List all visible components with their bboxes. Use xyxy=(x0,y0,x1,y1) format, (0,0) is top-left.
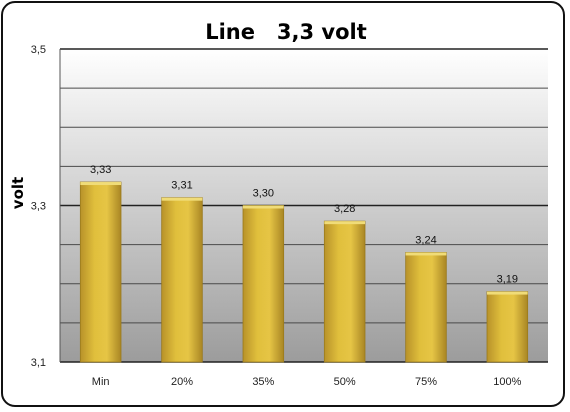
bar xyxy=(242,205,285,363)
bar-highlight xyxy=(161,197,203,201)
x-tick-label: 75% xyxy=(415,376,437,388)
y-axis-label: volt xyxy=(9,177,27,209)
chart-title: Line 3,3 volt xyxy=(205,20,367,44)
bar-highlight xyxy=(487,291,528,295)
bar-highlight xyxy=(80,182,121,186)
y-ticks: 3,1 3,3 3,5 xyxy=(31,44,46,369)
bar-chart: Line 3,3 volt volt 3,333,313,303,283,243… xyxy=(9,20,548,388)
data-label: 3,19 xyxy=(497,274,518,286)
x-ticks: Min 20% 35% 50% 75% 100% xyxy=(92,376,522,388)
y-tick-label: 3,1 xyxy=(31,357,46,369)
bar xyxy=(323,220,366,363)
bar xyxy=(161,197,203,363)
data-label: 3,24 xyxy=(415,234,436,246)
grid-lines xyxy=(60,48,548,363)
bar-highlight xyxy=(243,205,284,209)
data-label: 3,30 xyxy=(253,188,274,200)
x-tick-label: Min xyxy=(92,376,110,388)
bar-highlight xyxy=(324,221,365,225)
bar-highlight xyxy=(405,252,447,256)
bars xyxy=(79,181,529,363)
y-tick-label: 3,5 xyxy=(31,44,46,56)
x-tick-label: 35% xyxy=(252,376,274,388)
x-tick-label: 50% xyxy=(334,376,356,388)
x-tick-label: 100% xyxy=(493,376,521,388)
chart-frame: Line 3,3 volt volt 3,33 3,31 3,30 3,28 3,24 3… xyxy=(1,1,565,407)
data-label: 3,33 xyxy=(90,164,111,176)
data-label: 3,28 xyxy=(334,203,355,215)
x-tick-label: 20% xyxy=(171,376,193,388)
bar xyxy=(79,181,122,363)
data-labels: 3,33 3,31 3,30 3,28 3,24 3,19 xyxy=(90,164,518,286)
data-label: 3,31 xyxy=(171,180,192,192)
y-tick-label: 3,3 xyxy=(31,201,46,213)
bar xyxy=(486,291,529,363)
bar xyxy=(405,252,447,363)
